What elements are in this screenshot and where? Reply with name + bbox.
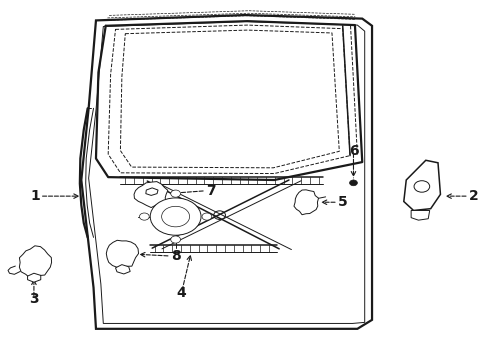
Text: 4: 4 [176,286,186,300]
Polygon shape [116,265,130,274]
Text: 7: 7 [206,184,216,198]
Polygon shape [146,188,158,195]
Text: 1: 1 [30,189,40,203]
Circle shape [150,198,201,235]
Circle shape [140,213,149,220]
Circle shape [162,206,190,227]
Text: 6: 6 [349,144,358,158]
Text: 3: 3 [29,292,39,306]
Polygon shape [106,240,139,267]
Text: 5: 5 [338,195,347,209]
Polygon shape [81,15,372,329]
Text: 8: 8 [171,249,180,263]
Polygon shape [294,190,318,215]
Text: 2: 2 [469,189,479,203]
Circle shape [171,190,180,197]
Polygon shape [134,181,168,208]
Polygon shape [20,246,51,278]
Circle shape [414,181,430,192]
Circle shape [349,180,357,186]
Polygon shape [404,160,441,211]
Circle shape [202,213,212,220]
Polygon shape [27,273,41,282]
Circle shape [171,236,180,243]
Polygon shape [411,211,430,220]
